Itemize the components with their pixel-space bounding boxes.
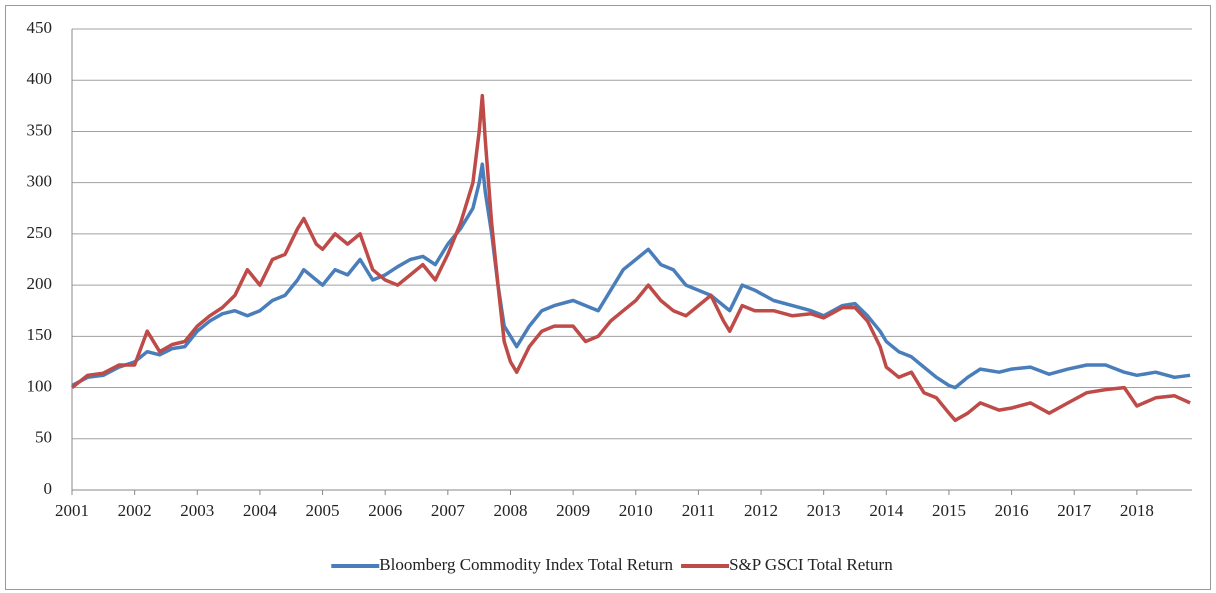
x-tick-label: 2009 — [556, 501, 590, 520]
y-tick-label: 250 — [27, 223, 53, 242]
x-tick-label: 2006 — [368, 501, 402, 520]
x-tick-label: 2004 — [243, 501, 278, 520]
y-tick-label: 50 — [35, 428, 52, 447]
y-tick-label: 200 — [27, 274, 53, 293]
x-tick-label: 2015 — [932, 501, 966, 520]
x-tick-label: 2014 — [869, 501, 904, 520]
x-tick-label: 2012 — [744, 501, 778, 520]
x-tick-label: 2011 — [682, 501, 715, 520]
legend-label: Bloomberg Commodity Index Total Return — [379, 555, 673, 574]
series-line — [70, 93, 1191, 423]
x-tick-label: 2008 — [493, 501, 527, 520]
x-tick-label: 2007 — [431, 501, 466, 520]
x-tick-label: 2010 — [619, 501, 653, 520]
y-tick-label: 300 — [27, 172, 53, 191]
x-tick-label: 2003 — [180, 501, 214, 520]
y-tick-label: 450 — [27, 18, 53, 37]
y-tick-label: 0 — [44, 479, 53, 498]
x-tick-label: 2013 — [807, 501, 841, 520]
series-line — [71, 162, 1191, 390]
x-tick-label: 2018 — [1120, 501, 1154, 520]
chart-border — [5, 5, 1211, 590]
legend-label: S&P GSCI Total Return — [729, 555, 893, 574]
y-tick-label: 150 — [27, 325, 53, 344]
x-tick-label: 2005 — [306, 501, 340, 520]
x-tick-label: 2016 — [995, 501, 1029, 520]
y-tick-label: 400 — [27, 69, 53, 88]
y-tick-label: 100 — [27, 376, 53, 395]
x-tick-label: 2017 — [1057, 501, 1092, 520]
y-tick-label: 350 — [27, 120, 53, 139]
x-tick-label: 2001 — [55, 501, 89, 520]
x-tick-label: 2002 — [118, 501, 152, 520]
